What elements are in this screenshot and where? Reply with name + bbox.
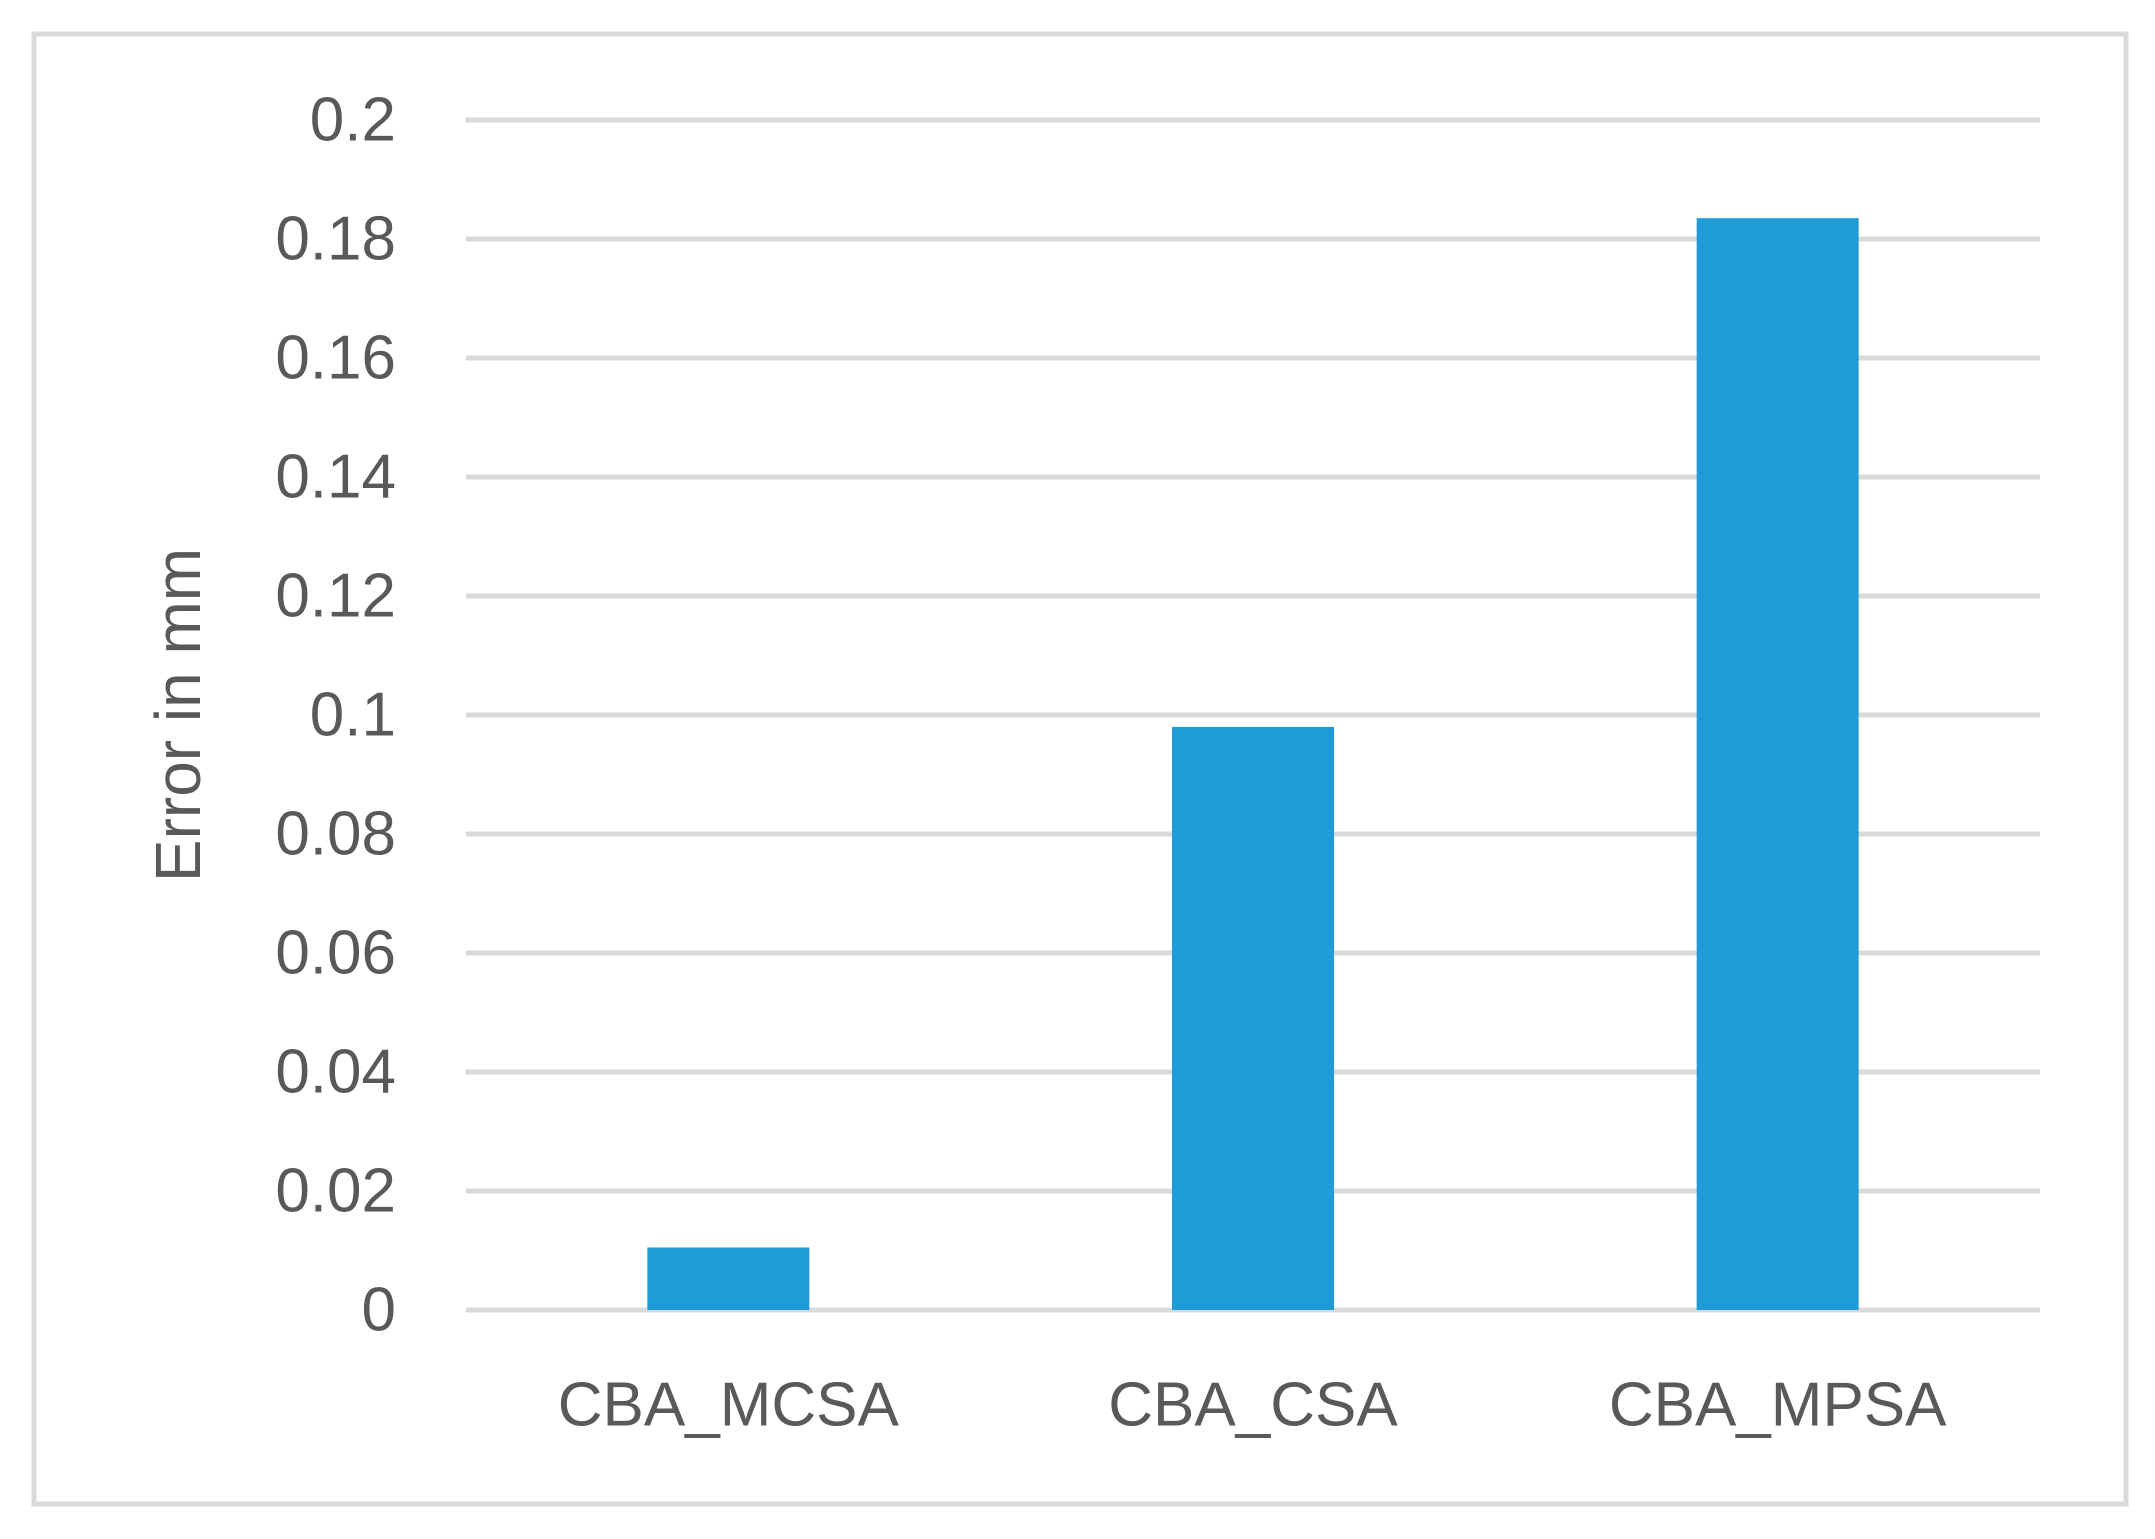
y-tick-label: 0.02 (275, 1157, 396, 1226)
y-tick-label: 0.18 (275, 205, 396, 274)
x-tick-label: CBA_MCSA (558, 1371, 900, 1440)
bar-cba-mcsa (647, 1247, 810, 1310)
y-tick-label: 0.04 (275, 1038, 396, 1107)
y-axis-ticks: 0 0.02 0.04 0.06 0.08 0.1 0.12 0.14 0.16 0.18 0.2 (275, 86, 396, 1345)
y-tick-label: 0.16 (275, 324, 396, 393)
bar-cba-csa (1172, 726, 1334, 1310)
x-axis-ticks: CBA_MCSA CBA_CSA CBA_MPSA (558, 1371, 1947, 1440)
y-tick-label: 0.14 (275, 443, 396, 512)
y-tick-label: 0.1 (310, 681, 396, 750)
y-tick-label: 0.06 (275, 919, 396, 988)
x-tick-label: CBA_MPSA (1609, 1371, 1947, 1440)
y-tick-label: 0 (362, 1276, 396, 1345)
x-tick-label: CBA_CSA (1108, 1371, 1398, 1440)
y-tick-label: 0.12 (275, 562, 396, 631)
y-tick-label: 0.2 (310, 86, 396, 155)
bar-cba-mpsa (1696, 218, 1859, 1310)
bars (647, 218, 1859, 1310)
y-axis-title: Error in mm (142, 548, 214, 882)
y-tick-label: 0.08 (275, 800, 396, 869)
